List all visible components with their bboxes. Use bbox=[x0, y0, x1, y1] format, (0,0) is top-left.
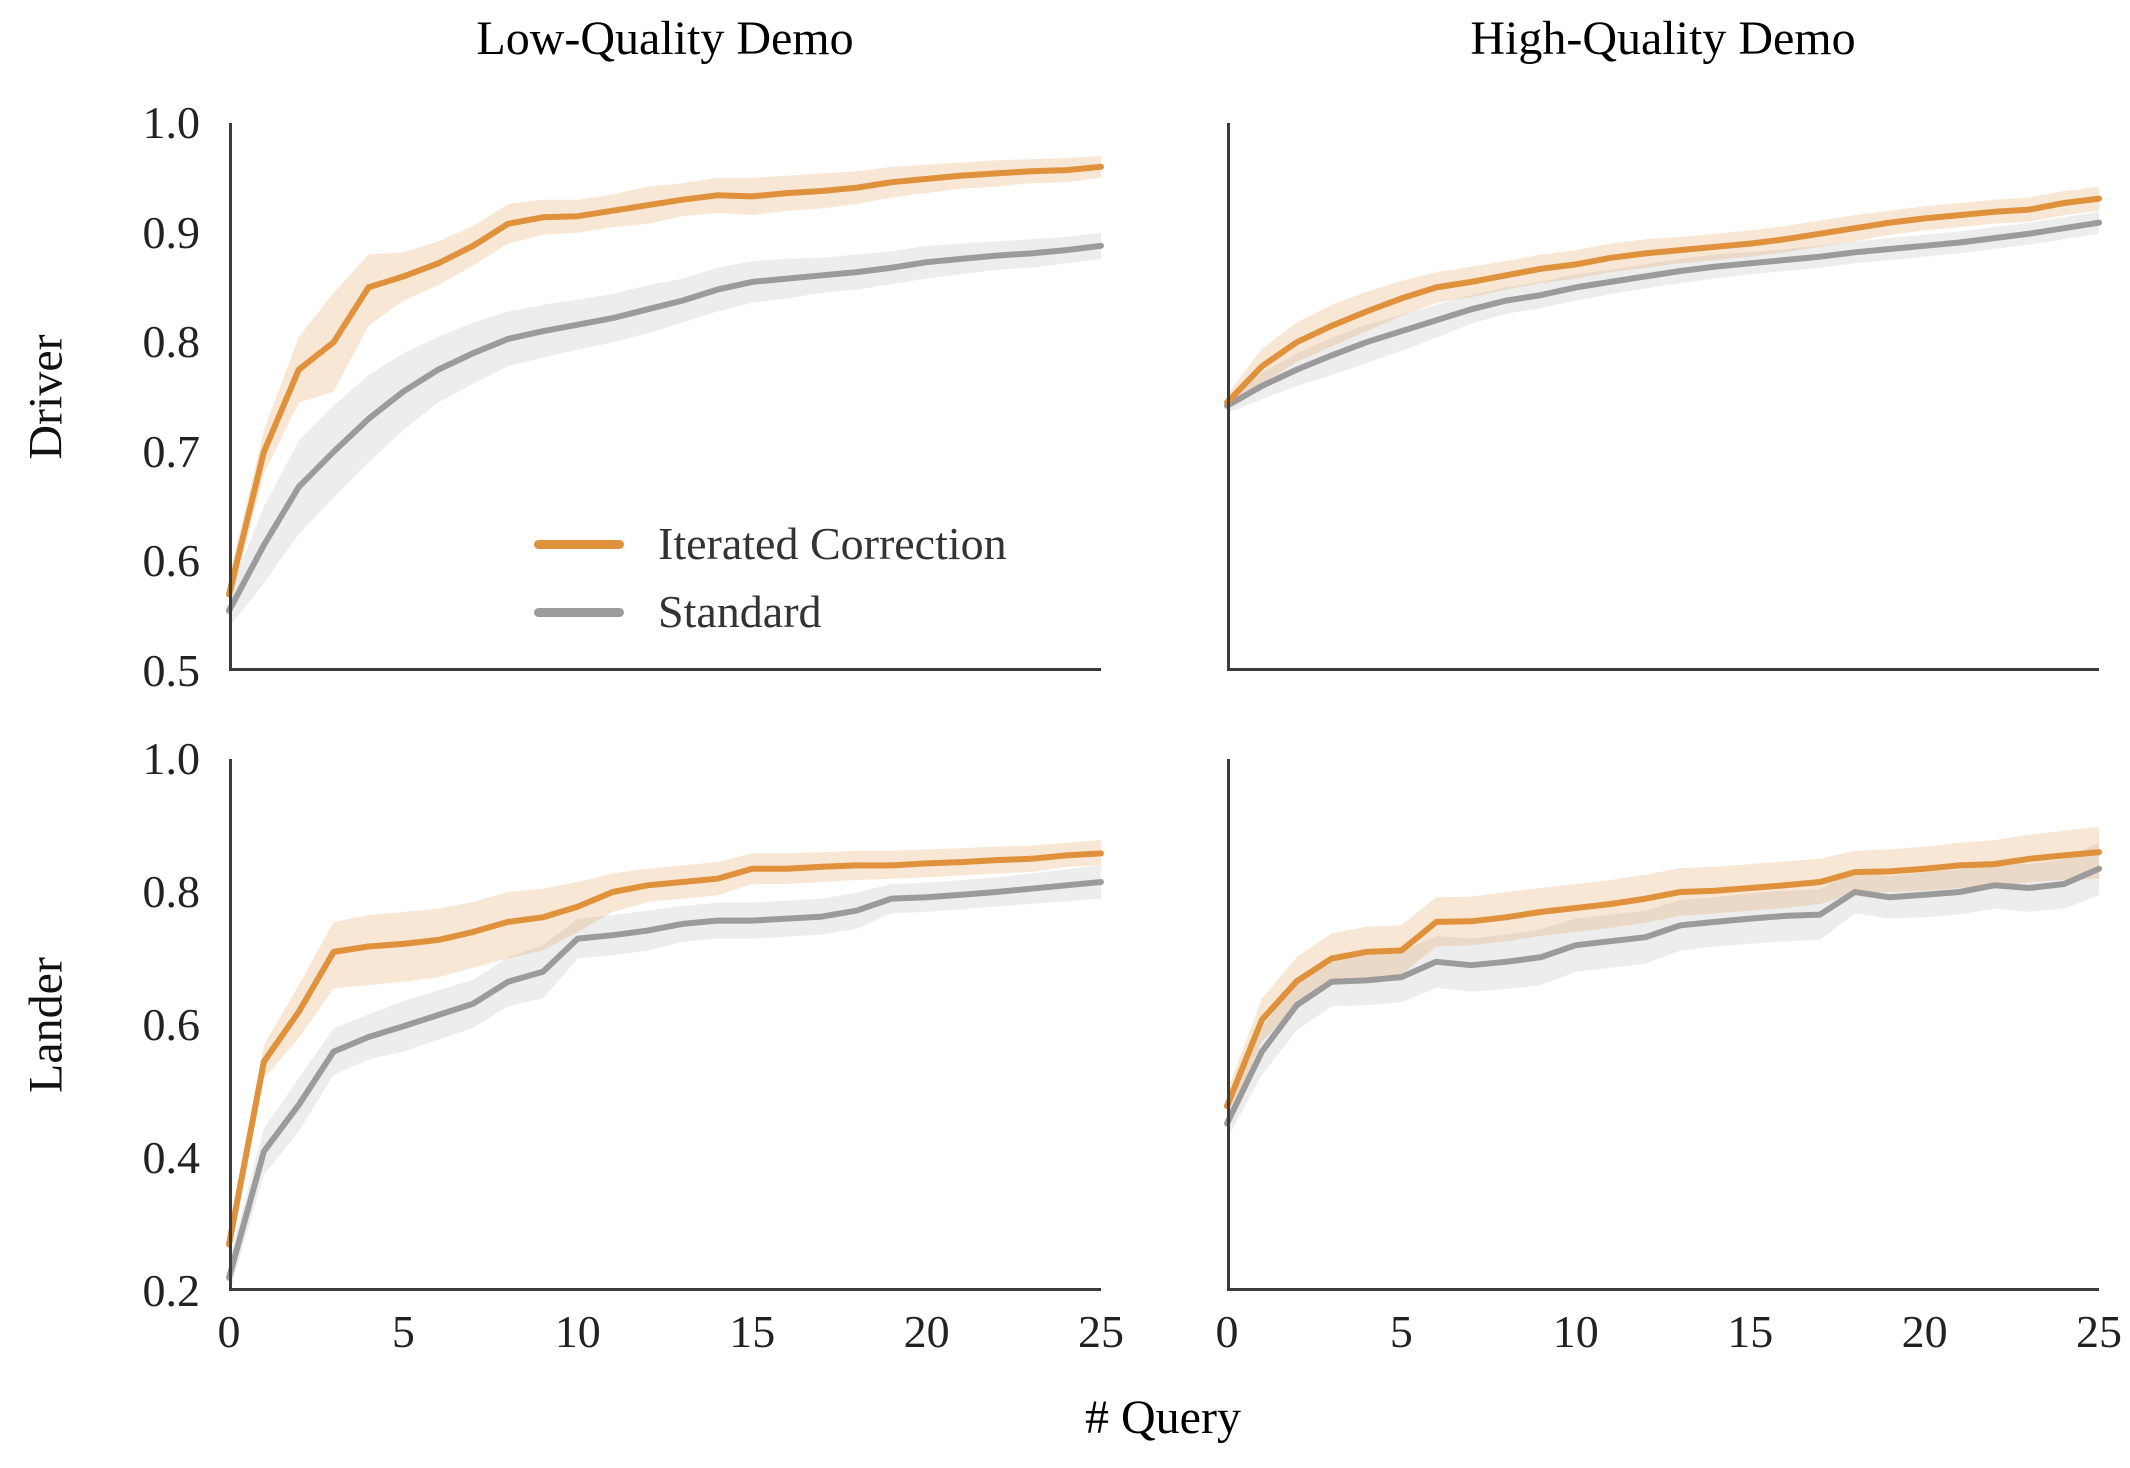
x-tick-label: 0 bbox=[1215, 1306, 1239, 1357]
line-standard bbox=[226, 242, 1104, 614]
x-axis-label: # Query bbox=[1085, 1391, 1241, 1444]
confidence-band-iterated-correction bbox=[229, 155, 1101, 611]
plot-driver-low-quality bbox=[226, 123, 1104, 671]
legend-label-standard: Standard bbox=[658, 586, 822, 637]
confidence-band-standard bbox=[1227, 211, 2099, 414]
x-tick-label: 10 bbox=[1552, 1306, 1599, 1357]
y-tick-label: 0.2 bbox=[142, 1265, 201, 1316]
x-tick-label: 25 bbox=[2076, 1306, 2122, 1357]
y-tick-label: 0.9 bbox=[142, 206, 201, 258]
y-tick-label: 0.4 bbox=[142, 1132, 201, 1183]
axis-spines bbox=[229, 123, 1101, 671]
y-tick-label: 0.5 bbox=[142, 645, 201, 696]
x-tick-label: 0 bbox=[217, 1306, 241, 1357]
confidence-band-iterated-correction bbox=[229, 840, 1101, 1262]
x-tick-label: 20 bbox=[1901, 1306, 1948, 1357]
line-iterated-correction bbox=[226, 163, 1104, 598]
legend: Iterated Correction Standard bbox=[534, 518, 1007, 654]
y-tick-label: 1.0 bbox=[142, 733, 201, 784]
chart-canvas bbox=[226, 759, 1104, 1295]
chart-canvas bbox=[1224, 759, 2102, 1291]
line-iterated-correction bbox=[1224, 849, 2102, 1110]
axis-spines bbox=[1227, 123, 2099, 671]
confidence-band-standard bbox=[229, 232, 1101, 628]
line-standard bbox=[1224, 865, 2102, 1127]
chart-canvas bbox=[226, 123, 1104, 671]
y-tick-label: 0.7 bbox=[142, 425, 201, 477]
confidence-band-standard bbox=[1227, 842, 2099, 1140]
axis-spines bbox=[1227, 759, 2099, 1291]
legend-label-iterated-correction: Iterated Correction bbox=[658, 518, 1007, 569]
legend-swatch-standard bbox=[534, 607, 624, 617]
x-tick-label: 10 bbox=[554, 1306, 601, 1357]
legend-item-iterated-correction: Iterated Correction bbox=[534, 518, 1007, 570]
confidence-band-iterated-correction bbox=[1227, 826, 2099, 1122]
y-tick-label: 0.6 bbox=[142, 535, 201, 587]
legend-item-standard: Standard bbox=[534, 586, 1007, 638]
line-iterated-correction bbox=[226, 850, 1104, 1248]
plot-driver-high-quality bbox=[1224, 123, 2102, 671]
y-tick-label: 1.0 bbox=[142, 97, 201, 148]
x-tick-label: 15 bbox=[1727, 1306, 1774, 1357]
column-title-high-quality: High-Quality Demo bbox=[1470, 12, 1856, 65]
y-tick-label: 0.6 bbox=[142, 999, 201, 1050]
plot-lander-low-quality bbox=[226, 759, 1104, 1295]
x-tick-label: 5 bbox=[391, 1306, 415, 1357]
y-tick-label: 0.8 bbox=[142, 316, 201, 368]
line-standard bbox=[226, 879, 1104, 1281]
column-title-low-quality: Low-Quality Demo bbox=[476, 12, 854, 65]
line-iterated-correction bbox=[1224, 195, 2102, 406]
line-standard bbox=[1224, 219, 2102, 409]
chart-canvas bbox=[1224, 123, 2102, 671]
x-tick-label: 5 bbox=[1389, 1306, 1413, 1357]
confidence-band-iterated-correction bbox=[1227, 186, 2099, 411]
y-tick-label: 0.8 bbox=[142, 866, 201, 917]
x-tick-label: 20 bbox=[903, 1306, 950, 1357]
axis-spines bbox=[229, 759, 1101, 1291]
x-tick-label: 25 bbox=[1078, 1306, 1124, 1357]
plot-lander-high-quality bbox=[1224, 759, 2102, 1291]
x-tick-label: 15 bbox=[729, 1306, 776, 1357]
legend-swatch-iterated-correction bbox=[534, 539, 624, 549]
